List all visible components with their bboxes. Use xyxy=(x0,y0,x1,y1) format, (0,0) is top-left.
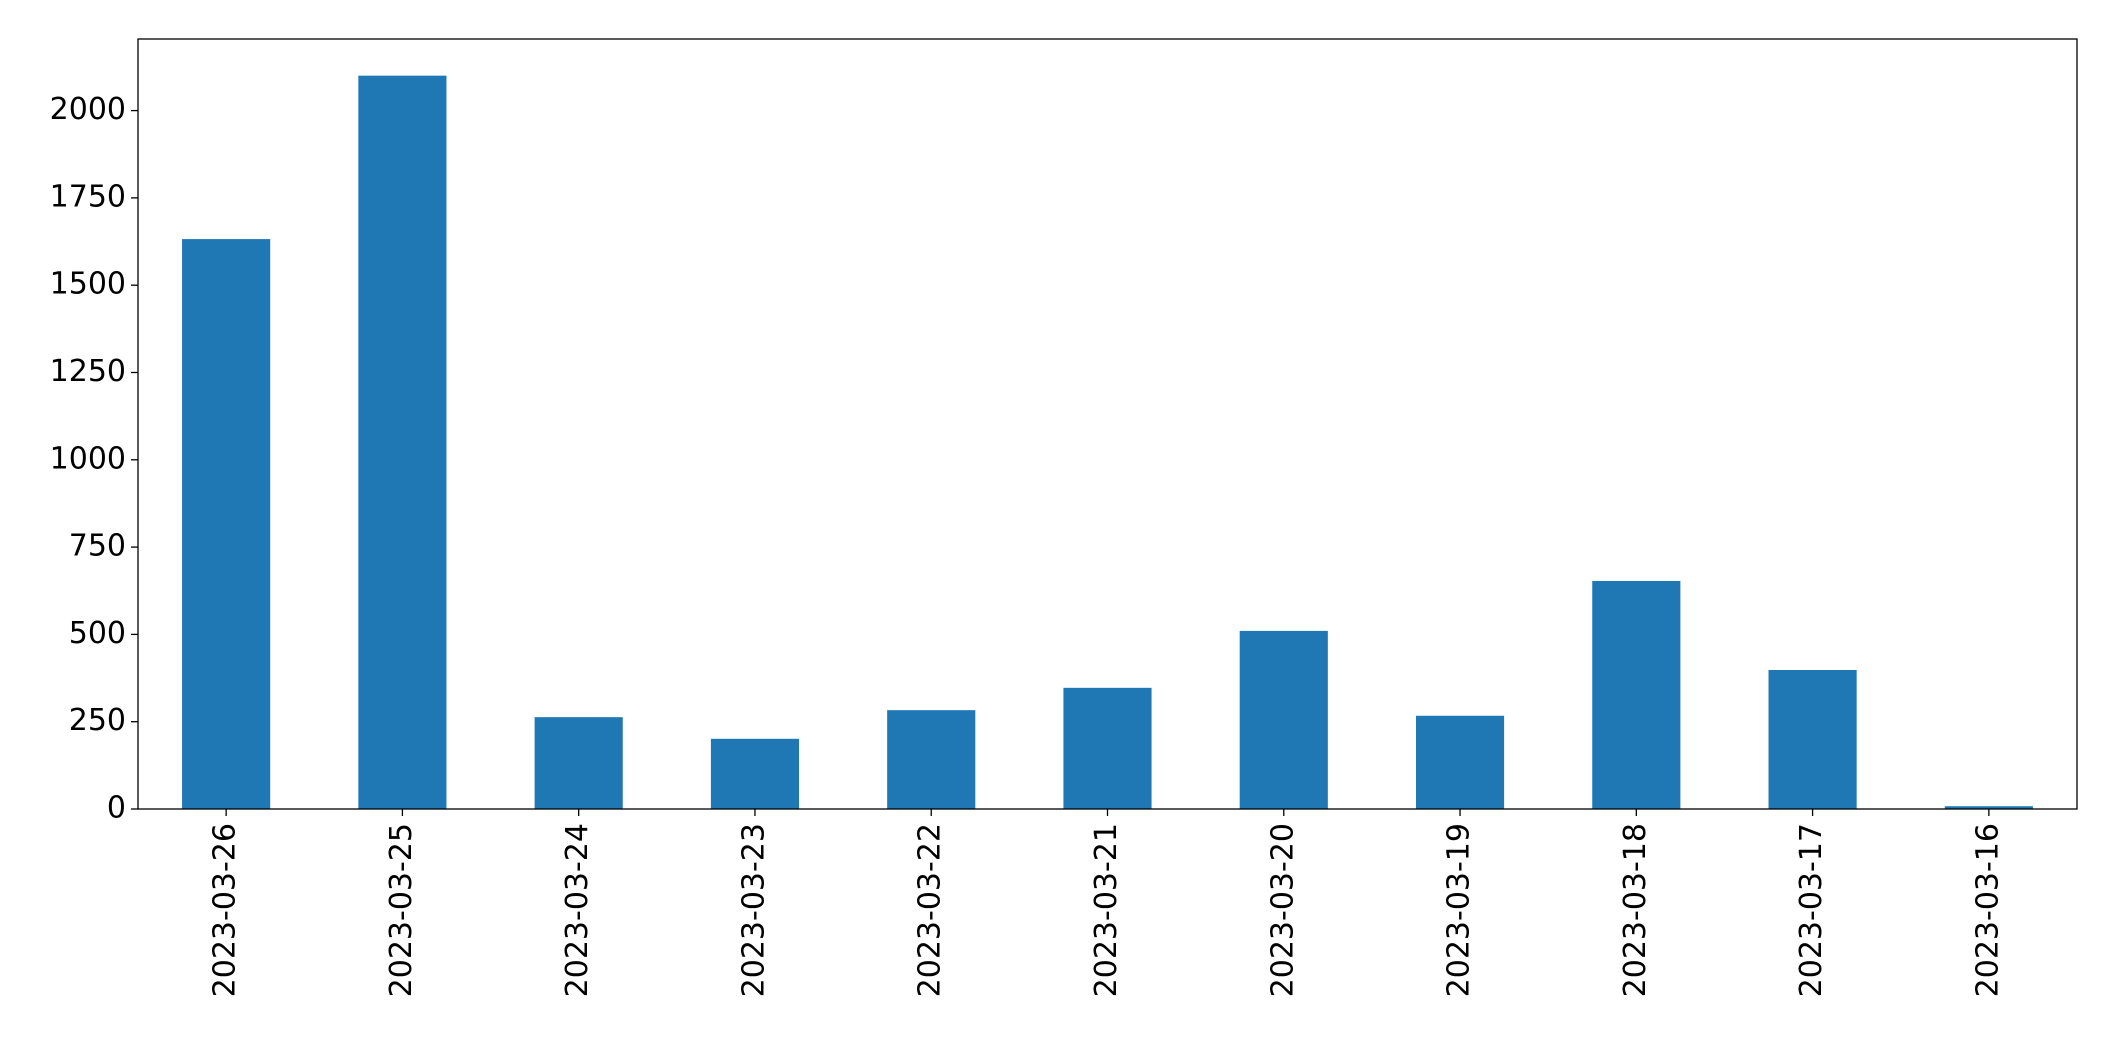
x-tick-label: 2023-03-22 xyxy=(913,823,948,997)
y-tick-label: 1500 xyxy=(50,267,126,302)
bar xyxy=(182,239,271,810)
x-tick-label: 2023-03-24 xyxy=(560,823,595,997)
bar xyxy=(1944,806,2033,809)
bar xyxy=(1063,687,1152,809)
y-tick-label: 1000 xyxy=(50,441,126,476)
bar xyxy=(534,717,623,809)
x-tick-label: 2023-03-16 xyxy=(1970,823,2005,997)
y-tick-label: 0 xyxy=(107,791,126,826)
x-tick-label: 2023-03-23 xyxy=(736,823,771,997)
bar xyxy=(358,75,447,809)
bar xyxy=(1239,630,1328,809)
x-tick-label: 2023-03-18 xyxy=(1618,823,1653,997)
x-tick-label: 2023-03-25 xyxy=(384,823,419,997)
y-tick-label: 1250 xyxy=(50,354,126,389)
bar xyxy=(1768,670,1857,809)
y-tick-label: 750 xyxy=(69,529,126,564)
bar xyxy=(1592,580,1681,809)
y-tick-label: 1750 xyxy=(50,179,126,214)
x-tick-label: 2023-03-20 xyxy=(1265,823,1300,997)
y-tick-label: 2000 xyxy=(50,92,126,127)
plot-frame xyxy=(137,38,2078,810)
bar xyxy=(1415,715,1505,809)
x-tick-label: 2023-03-26 xyxy=(208,823,243,997)
x-tick-label: 2023-03-19 xyxy=(1442,823,1477,997)
x-tick-label: 2023-03-21 xyxy=(1089,823,1124,997)
bar xyxy=(710,738,800,809)
x-tick-label: 2023-03-17 xyxy=(1794,823,1829,997)
y-tick-label: 250 xyxy=(69,703,126,738)
y-tick-label: 500 xyxy=(69,616,126,651)
bar xyxy=(887,710,976,809)
